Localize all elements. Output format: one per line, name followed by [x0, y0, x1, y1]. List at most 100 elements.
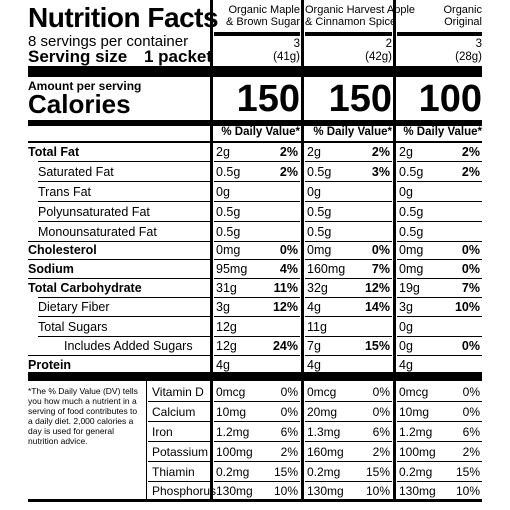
row-rule	[305, 316, 392, 317]
nutrient-amount: 32g	[307, 281, 328, 295]
row-rule	[397, 221, 482, 222]
column-3-calories: 100	[418, 78, 482, 120]
nutrient-amount: 3g	[216, 300, 230, 314]
column-2-dv-header: % Daily Value*	[313, 126, 392, 138]
nutrient-daily-value: 0%	[461, 243, 480, 257]
nutrient-amount: 4g	[216, 358, 230, 372]
nutrient-daily-value: 2%	[461, 165, 480, 179]
vitamin-amount: 130mg	[307, 484, 344, 498]
vitamin-daily-value: 10%	[273, 484, 298, 498]
vitamin-daily-value: 0%	[280, 405, 298, 419]
nutrient-daily-value: 2%	[461, 145, 480, 159]
vitamin-row-rule	[397, 481, 482, 482]
row-rule	[397, 316, 482, 317]
vitamin-daily-value: 15%	[273, 465, 298, 479]
nutrient-label: Sodium	[28, 262, 74, 276]
row-rule	[28, 259, 210, 260]
nutrient-amount: 0.5g	[216, 225, 241, 239]
row-rule	[305, 336, 392, 337]
calories-label: Calories	[28, 89, 131, 119]
nutrient-amount: 12g	[216, 339, 237, 353]
column-1-servings: 3 (41g)	[273, 38, 300, 63]
vitamin-row-rule	[305, 461, 392, 462]
column-1-header-rule	[214, 32, 300, 36]
vitamin-daily-value: 0%	[462, 385, 480, 399]
row-rule	[397, 161, 482, 162]
nutrient-label: Includes Added Sugars	[64, 339, 193, 353]
row-rule	[214, 201, 300, 202]
row-rule	[38, 161, 210, 162]
vitamin-row-rule	[214, 461, 300, 462]
nutrient-amount: 0g	[399, 185, 413, 199]
nutrient-amount: 0.5g	[399, 165, 424, 179]
nutrient-amount: 11g	[307, 320, 327, 334]
daily-value-footnote: *The % Daily Value (DV) tells you how mu…	[28, 386, 138, 446]
row-rule	[397, 201, 482, 202]
row-rule	[214, 355, 300, 356]
nutrient-amount: 2g	[216, 145, 230, 159]
label-title: Nutrition Facts	[28, 2, 219, 33]
nutrient-amount: 0g	[307, 185, 321, 199]
vitamin-label: Phosphorus	[152, 484, 217, 498]
row-rule	[214, 221, 300, 222]
nutrient-daily-value: 10%	[454, 300, 480, 314]
vitamin-label: Iron	[152, 425, 173, 439]
vitamin-daily-value: 6%	[372, 425, 390, 439]
column-divider	[301, 0, 304, 500]
column-1-dv-header: % Daily Value*	[221, 126, 300, 138]
servings-per-container: 8 servings per container	[28, 33, 189, 50]
row-rule	[305, 241, 392, 242]
vitamin-amount: 20mg	[307, 405, 338, 419]
nutrient-daily-value: 2%	[279, 145, 298, 159]
vitamin-amount: 160mg	[307, 445, 344, 459]
column-divider	[210, 0, 213, 500]
vitamin-row-rule	[397, 421, 482, 422]
row-rule	[214, 316, 300, 317]
vitamin-amount: 10mg	[216, 405, 247, 419]
row-rule	[38, 201, 210, 202]
vitamin-row-rule	[214, 441, 300, 442]
column-1-calories: 150	[236, 78, 300, 120]
row-rule	[305, 161, 392, 162]
vitamin-daily-value: 2%	[372, 445, 390, 459]
nutrient-daily-value: 15%	[364, 339, 390, 353]
vitamin-amount: 130mg	[216, 484, 253, 498]
vitamin-amount: 1.3mg	[307, 425, 341, 439]
nutrient-label: Total Sugars	[38, 320, 108, 334]
nutrient-amount: 0g	[399, 339, 413, 353]
nutrient-amount: 0mg	[399, 243, 424, 257]
nutrient-amount: 0.5g	[216, 205, 241, 219]
calories-divider-bar	[28, 120, 482, 126]
vitamin-daily-value: 0%	[280, 385, 298, 399]
nutrient-daily-value: 7%	[371, 262, 390, 276]
serving-size-label: Serving size	[28, 47, 128, 66]
nutrient-label: Dietary Fiber	[38, 300, 110, 314]
vitamin-row-rule	[148, 481, 210, 482]
column-divider	[393, 0, 396, 500]
nutrient-amount: 4g	[307, 358, 321, 372]
column-3-dv-header: % Daily Value*	[403, 126, 482, 138]
row-rule	[28, 355, 210, 356]
vitamin-daily-value: 0%	[462, 405, 480, 419]
nutrient-daily-value: 11%	[273, 281, 298, 295]
vitamin-amount: 0mcg	[399, 385, 429, 399]
vitamin-label: Vitamin D	[152, 385, 204, 399]
row-rule	[28, 241, 210, 242]
vitamin-amount: 0.2mg	[216, 465, 250, 479]
vitamin-amount: 100mg	[399, 445, 436, 459]
amount-per-serving: Amount per serving	[28, 79, 142, 93]
nutrient-amount: 19g	[399, 281, 420, 295]
row-rule	[214, 161, 300, 162]
nutrient-amount: 0.5g	[307, 205, 332, 219]
vitamin-row-rule	[148, 441, 210, 442]
nutrient-amount: 7g	[307, 339, 321, 353]
nutrient-amount: 0.5g	[307, 165, 332, 179]
row-rule	[214, 297, 300, 298]
row-rule	[214, 278, 300, 279]
vitamin-row-rule	[397, 401, 482, 402]
nutrient-daily-value: 0%	[461, 262, 480, 276]
vitamin-row-rule	[214, 421, 300, 422]
nutrient-daily-value: 2%	[279, 165, 298, 179]
nutrient-amount: 0mg	[399, 262, 424, 276]
nutrient-amount: 3g	[399, 300, 413, 314]
